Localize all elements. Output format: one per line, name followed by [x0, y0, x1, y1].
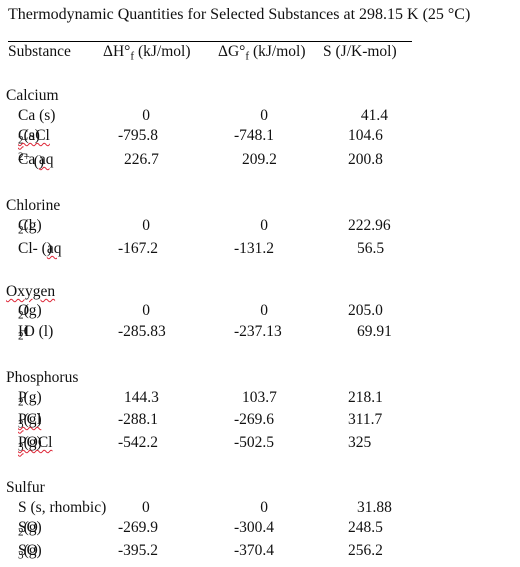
- enthalpy-cell: -542.2: [118, 434, 159, 451]
- table-row: Cl 2 (g) 0 0 222.96: [0, 217, 520, 239]
- group-label: Chlorine: [6, 197, 61, 214]
- enthalpy-cell: 0: [142, 217, 150, 234]
- gibbs-cell: 0: [260, 499, 268, 516]
- entropy-cell: 200.8: [348, 151, 383, 168]
- gibbs-cell: -748.1: [234, 127, 275, 144]
- entropy-cell: 248.5: [348, 519, 383, 536]
- entropy-cell: 104.6: [348, 127, 383, 144]
- gibbs-cell: -502.5: [234, 434, 275, 451]
- gibbs-cell: 0: [260, 217, 268, 234]
- substance-name: Ca (s): [18, 107, 56, 124]
- group-row: Phosphorus: [0, 369, 520, 391]
- table-row: POCl 3 (g) -542.2 -502.5 325: [0, 434, 520, 456]
- entropy-cell: 256.2: [348, 542, 383, 559]
- entropy-cell: 31.88: [357, 499, 392, 516]
- gibbs-cell: 103.7: [242, 389, 277, 406]
- entropy-cell: 311.7: [348, 411, 383, 428]
- substance-name: CaCl 2 (s): [18, 127, 50, 147]
- enthalpy-cell: 0: [142, 302, 150, 319]
- table-row: PCl 3 (g) -288.1 -269.6 311.7: [0, 411, 520, 433]
- gibbs-cell: 0: [260, 107, 268, 124]
- gibbs-cell: -131.2: [234, 240, 275, 257]
- group-label: Sulfur: [6, 479, 45, 496]
- substance-name: POCl 3 (g): [18, 434, 53, 454]
- entropy-cell: 218.1: [348, 389, 383, 406]
- entropy-cell: 222.96: [348, 217, 391, 234]
- gibbs-cell: -370.4: [234, 542, 275, 559]
- substance-name: SO 2 (g): [18, 519, 42, 539]
- group-label: Phosphorus: [6, 369, 79, 386]
- table-row: SO 3 (g) -395.2 -370.4 256.2: [0, 542, 520, 564]
- enthalpy-cell: -285.83: [118, 323, 166, 340]
- substance-name: Cl- (aq): [18, 240, 62, 257]
- entropy-cell: 205.0: [348, 302, 383, 319]
- substance-name: Ca 2+ (aq): [18, 151, 54, 171]
- enthalpy-cell: 0: [142, 499, 150, 516]
- entropy-cell: 69.91: [357, 323, 392, 340]
- gibbs-cell: -300.4: [234, 519, 275, 536]
- enthalpy-cell: -795.8: [118, 127, 159, 144]
- table-row: Cl- (aq) -167.2 -131.2 56.5: [0, 240, 520, 262]
- substance-header: Substance: [8, 43, 71, 60]
- table-title: Thermodynamic Quantities for Selected Su…: [8, 6, 471, 23]
- gibbs-cell: 209.2: [242, 151, 277, 168]
- table-row: CaCl 2 (s) -795.8 -748.1 104.6: [0, 127, 520, 149]
- enthalpy-cell: -167.2: [118, 240, 159, 257]
- group-label: Calcium: [6, 87, 59, 104]
- table-row: S (s, rhombic) 0 0 31.88: [0, 499, 520, 521]
- group-label: Oxygen: [6, 283, 56, 300]
- entropy-cell: 41.4: [360, 107, 388, 124]
- substance-name: SO 3 (g): [18, 542, 42, 562]
- gibbs-cell: -237.13: [234, 323, 282, 340]
- table-row: Ca 2+ (aq) 226.7 209.2 200.8: [0, 151, 520, 173]
- header-rule: [8, 41, 412, 42]
- enthalpy-cell: 0: [142, 107, 150, 124]
- substance-name: S (s, rhombic): [18, 499, 107, 516]
- table-row: Ca (s) 0 0 41.4: [0, 107, 520, 129]
- substance-name: Cl 2 (g): [18, 217, 42, 237]
- entropy-cell: 56.5: [357, 240, 385, 257]
- gibbs-header: ΔG°f (kJ/mol): [218, 43, 306, 63]
- enthalpy-cell: -288.1: [118, 411, 159, 428]
- enthalpy-cell: -395.2: [118, 542, 159, 559]
- table-row: SO 2 (g) -269.9 -300.4 248.5: [0, 519, 520, 541]
- entropy-cell: 325: [348, 434, 372, 451]
- enthalpy-cell: 226.7: [124, 151, 159, 168]
- group-row: Calcium: [0, 87, 520, 109]
- enthalpy-header: ΔH°f (kJ/mol): [103, 43, 191, 63]
- gibbs-cell: 0: [260, 302, 268, 319]
- enthalpy-cell: -269.9: [118, 519, 159, 536]
- group-row: Sulfur: [0, 479, 520, 501]
- substance-name: PCl 3 (g): [18, 411, 42, 431]
- enthalpy-cell: 144.3: [124, 389, 159, 406]
- group-row: Chlorine: [0, 197, 520, 219]
- gibbs-cell: -269.6: [234, 411, 275, 428]
- entropy-header: S (J/K-mol): [323, 43, 397, 60]
- group-row: Oxygen: [0, 283, 520, 305]
